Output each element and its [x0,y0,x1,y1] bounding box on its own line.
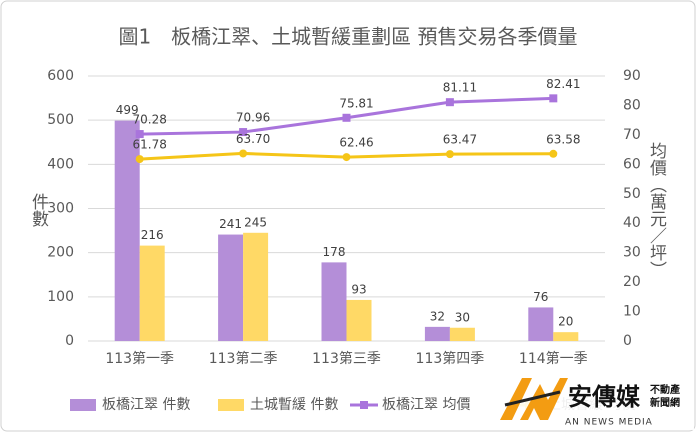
y2-tick-label: 20 [623,274,641,290]
logo-english: AN NEWS MEDIA [565,418,653,428]
logo-tagline: 不動產 [650,383,680,396]
bar [528,307,554,341]
legend-label: 板橋江翠 均價 [382,396,470,413]
marker [445,150,454,159]
line-value-label: 70.96 [236,111,270,125]
watermark: 安傳媒 不動產 新聞網 AN NEWS MEDIA [498,372,694,430]
y2-axis-label: 均價（萬元／坪） [646,142,667,278]
bar-value-label: 245 [244,215,267,229]
marker [445,98,454,107]
legend-swatch [70,399,96,411]
line-value-label: 82.41 [546,77,580,91]
bar-value-label: 241 [219,217,242,231]
y-axis-label: 件數 [28,193,49,227]
bar-value-label: 32 [430,309,445,323]
bar-value-label: 216 [141,228,164,242]
x-tick-label: 114第一季 [519,350,588,367]
y2-tick-label: 0 [623,333,632,349]
bar [114,120,140,341]
marker [549,149,558,158]
bar-value-label: 178 [323,245,346,259]
marker [135,155,144,164]
logo-tagline: 新聞網 [650,396,680,409]
line-value-label: 63.47 [443,133,477,147]
line-value-label: 81.11 [443,81,477,95]
marker [239,128,248,137]
line-value-label: 61.78 [133,138,167,152]
line-value-label: 70.28 [133,113,167,127]
x-tick-label: 113第四季 [416,350,485,367]
legend-swatch [218,399,244,411]
y-tick-label: 300 [47,201,74,217]
legend-label: 板橋江翠 件數 [102,397,190,413]
y2-tick-label: 80 [623,97,641,113]
y-tick-label: 400 [47,156,74,172]
marker [239,149,248,158]
y2-tick-label: 40 [623,215,641,231]
line-value-label: 63.58 [546,132,580,146]
marker [342,153,351,162]
bar-value-label: 499 [116,103,139,117]
y2-tick-label: 90 [623,68,641,84]
chart-title: 圖1 板橋江翠、土城暫緩重劃區 預售交易各季價量 [118,25,577,49]
line-value-label: 75.81 [339,96,373,110]
plot: 0 100 200 300 400 500 600 0 10 20 30 40 50 60 70 80 90 11… [47,68,641,367]
marker [135,130,144,139]
bar-value-label: 93 [351,282,366,296]
bar [346,299,372,341]
y2-tick-label: 60 [623,156,641,172]
bar [424,326,450,341]
bar [243,232,269,341]
y-tick-label: 200 [47,245,74,261]
bar [321,262,347,341]
marker [549,94,558,103]
y-tick-label: 100 [47,289,74,305]
y2-tick-label: 70 [623,127,641,143]
y-tick-label: 600 [47,68,74,84]
marker [342,113,351,122]
legend-swatch [360,401,368,409]
x-tick-label: 113第三季 [312,350,381,367]
legend-label: 土城暫緩 件數 [250,397,338,413]
bar [449,327,475,341]
bar [553,332,579,341]
y2-tick-label: 50 [623,186,641,202]
y-tick-label: 500 [47,112,74,128]
logo-name: 安傳媒 [568,383,641,411]
bar-value-label: 20 [558,315,573,329]
bar [218,234,244,341]
line-value-label: 63.70 [236,132,270,146]
x-tick-label: 113第一季 [105,350,174,367]
bar-value-label: 30 [455,310,470,324]
x-tick-label: 113第二季 [209,350,278,367]
bar [139,245,165,341]
y-tick-label: 0 [65,333,74,349]
y2-tick-label: 10 [623,304,641,320]
line-value-label: 62.46 [339,136,373,150]
logo-stroke [504,390,561,407]
y2-tick-label: 30 [623,245,641,261]
bar-value-label: 76 [533,290,548,304]
